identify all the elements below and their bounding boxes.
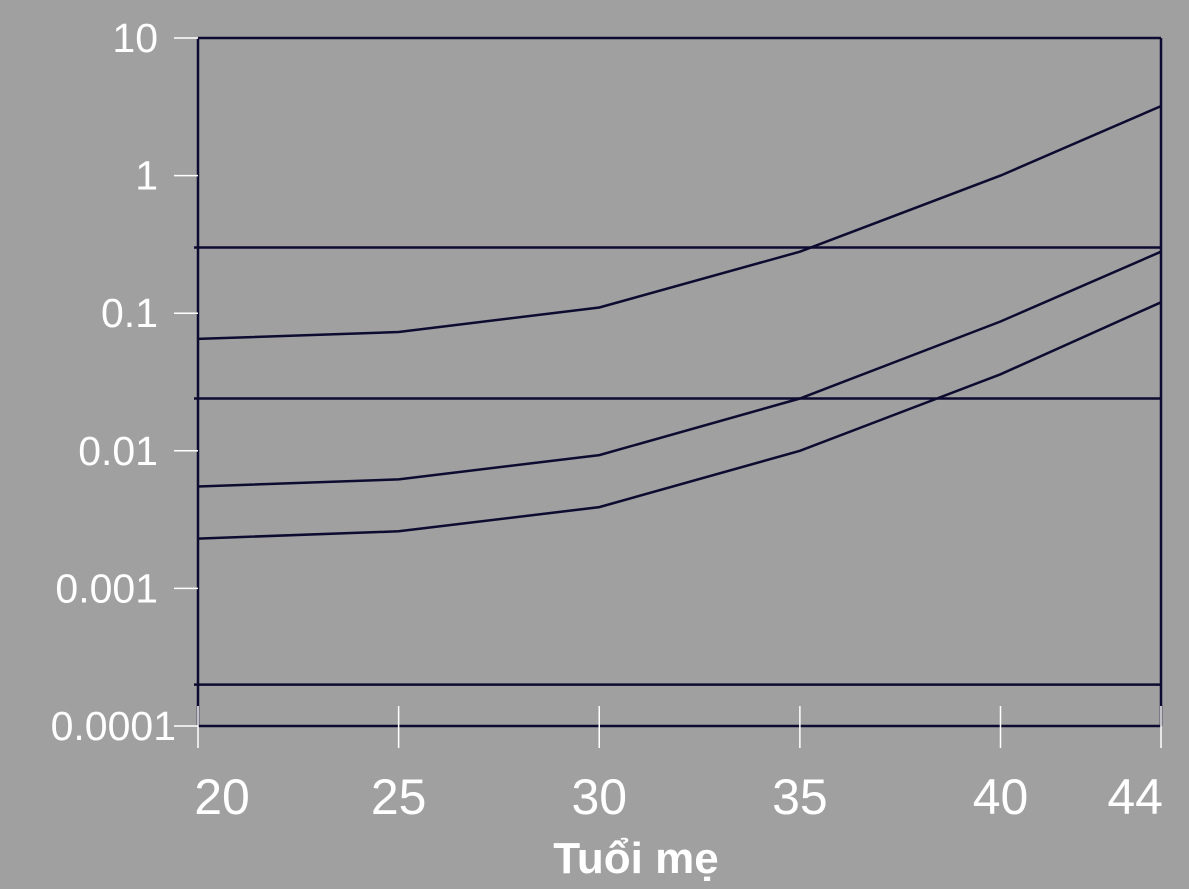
y-axis-ticks: 10 1 0.1 0.01 0.001 0.0001 bbox=[51, 15, 198, 749]
x-tick-label: 25 bbox=[371, 769, 427, 825]
y-tick-label: 0.0001 bbox=[51, 703, 176, 749]
reference-lines bbox=[194, 246, 1161, 686]
x-axis-ticks: 20 25 30 35 40 44 bbox=[194, 706, 1163, 825]
y-tick-label: 1 bbox=[135, 153, 158, 199]
series-line-3 bbox=[197, 301, 1162, 540]
x-tick-label: 44 bbox=[1107, 769, 1163, 825]
series-line-2 bbox=[197, 250, 1162, 488]
y-tick-label: 10 bbox=[112, 15, 158, 61]
x-tick-label: 20 bbox=[194, 769, 250, 825]
x-tick-label: 30 bbox=[571, 769, 627, 825]
series-lines bbox=[197, 104, 1162, 540]
x-axis-label: Tuổi mẹ bbox=[553, 834, 718, 883]
y-tick-label: 0.1 bbox=[101, 290, 158, 336]
x-tick-label: 35 bbox=[772, 769, 828, 825]
plot-frame bbox=[196, 36, 1163, 728]
y-tick-label: 0.001 bbox=[55, 565, 158, 611]
x-tick-label: 40 bbox=[973, 769, 1029, 825]
series-line-1 bbox=[197, 104, 1162, 341]
y-tick-label: 0.01 bbox=[78, 428, 158, 474]
